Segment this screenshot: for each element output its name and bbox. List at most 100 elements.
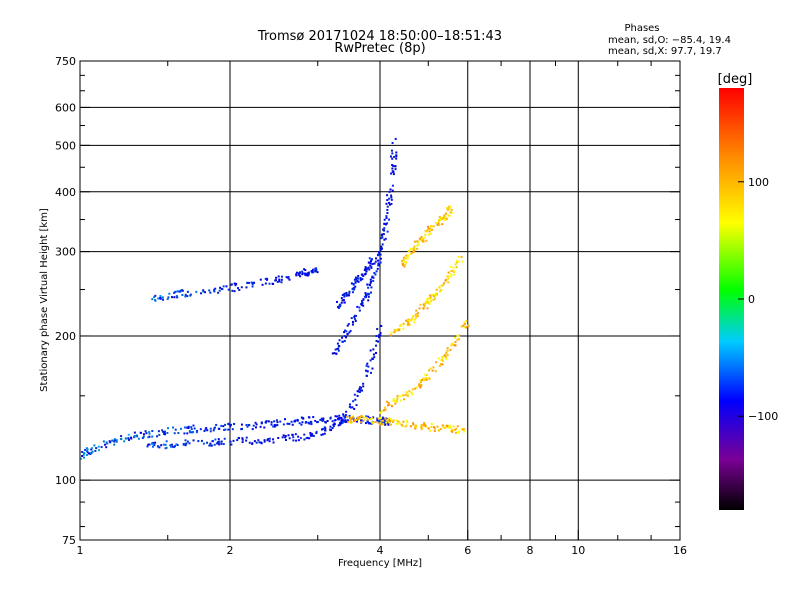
scatter-point: [378, 336, 381, 339]
scatter-point: [366, 418, 369, 421]
scatter-point: [443, 214, 446, 217]
scatter-point: [362, 304, 365, 307]
scatter-point: [312, 416, 315, 419]
scatter-point: [241, 438, 244, 441]
scatter-point: [284, 435, 287, 438]
scatter-point: [380, 420, 383, 423]
scatter-point: [176, 444, 179, 447]
scatter-point: [282, 423, 285, 426]
scatter-point: [450, 208, 453, 211]
scatter-point: [381, 236, 384, 239]
scatter-point: [360, 303, 363, 306]
scatter-point: [415, 315, 418, 318]
scatter-point: [304, 274, 307, 277]
scatter-point: [350, 282, 353, 285]
scatter-point: [212, 288, 215, 291]
scatter-point: [432, 298, 435, 301]
scatter-point: [213, 290, 216, 293]
scatter-point: [280, 281, 283, 284]
scatter-point: [423, 305, 426, 308]
scatter-point: [195, 290, 198, 293]
scatter-point: [251, 428, 254, 431]
scatter-point: [94, 449, 97, 452]
scatter-point: [453, 271, 456, 274]
scatter-point: [448, 207, 451, 210]
scatter-point: [340, 301, 343, 304]
scatter-point: [406, 394, 409, 397]
scatter-point: [418, 307, 421, 310]
scatter-point: [443, 426, 446, 429]
scatter-point: [159, 297, 162, 300]
scatter-point: [354, 398, 357, 401]
scatter-point: [378, 252, 381, 255]
scatter-point: [438, 364, 441, 367]
scatter-point: [426, 299, 429, 302]
scatter-point: [348, 405, 351, 408]
scatter-point: [445, 217, 448, 220]
scatter-point: [439, 289, 442, 292]
scatter-point: [236, 439, 239, 442]
scatter-point: [341, 421, 344, 424]
scatter-point: [274, 279, 277, 282]
scatter-point: [364, 292, 367, 295]
scatter-point: [451, 430, 454, 433]
scatter-point: [287, 276, 290, 279]
scatter-point: [405, 419, 408, 422]
scatter-point: [404, 261, 407, 264]
scatter-point: [359, 386, 362, 389]
scatter-point: [235, 282, 238, 285]
scatter-point: [367, 295, 370, 298]
scatter-point: [393, 155, 396, 158]
scatter-point: [441, 424, 444, 427]
scatter-point: [383, 238, 386, 241]
scatter-point: [206, 441, 209, 444]
scatter-point: [373, 271, 376, 274]
scatter-point: [353, 316, 356, 319]
scatter-point: [369, 278, 372, 281]
scatter-point: [186, 440, 189, 443]
scatter-point: [379, 253, 382, 256]
scatter-point: [214, 438, 217, 441]
scatter-point: [334, 348, 337, 351]
scatter-point: [190, 426, 193, 429]
scatter-point: [407, 250, 410, 253]
scatter-point: [192, 439, 195, 442]
scatter-point: [355, 278, 358, 281]
scatter-point: [315, 432, 318, 435]
scatter-point: [388, 190, 391, 193]
scatter-point: [449, 273, 452, 276]
scatter-point: [377, 340, 380, 343]
scatter-point: [347, 323, 350, 326]
scatter-point: [426, 298, 429, 301]
scatter-point: [438, 290, 441, 293]
scatter-point: [386, 230, 389, 233]
scatter-point: [86, 451, 89, 454]
scatter-point: [353, 419, 356, 422]
scatter-point: [424, 302, 427, 305]
scatter-point: [345, 291, 348, 294]
scatter-point: [358, 388, 361, 391]
scatter-point: [362, 418, 365, 421]
scatter-point: [295, 271, 298, 274]
scatter-point: [444, 424, 447, 427]
scatter-point: [335, 352, 338, 355]
scatter-point: [374, 344, 377, 347]
scatter-point: [406, 320, 409, 323]
scatter-point: [217, 438, 220, 441]
scatter-point: [434, 292, 437, 295]
scatter-point: [427, 225, 430, 228]
scatter-point: [301, 272, 304, 275]
scatter-point: [186, 432, 189, 435]
scatter-point: [457, 260, 460, 263]
scatter-point: [405, 424, 408, 427]
scatter-point: [419, 303, 422, 306]
scatter-point: [372, 276, 375, 279]
scatter-point: [343, 292, 346, 295]
scatter-point: [452, 343, 455, 346]
scatter-point: [297, 435, 300, 438]
scatter-point: [361, 299, 364, 302]
scatter-point: [298, 422, 301, 425]
scatter-point: [373, 262, 376, 265]
scatter-point: [304, 269, 307, 272]
scatter-point: [449, 348, 452, 351]
